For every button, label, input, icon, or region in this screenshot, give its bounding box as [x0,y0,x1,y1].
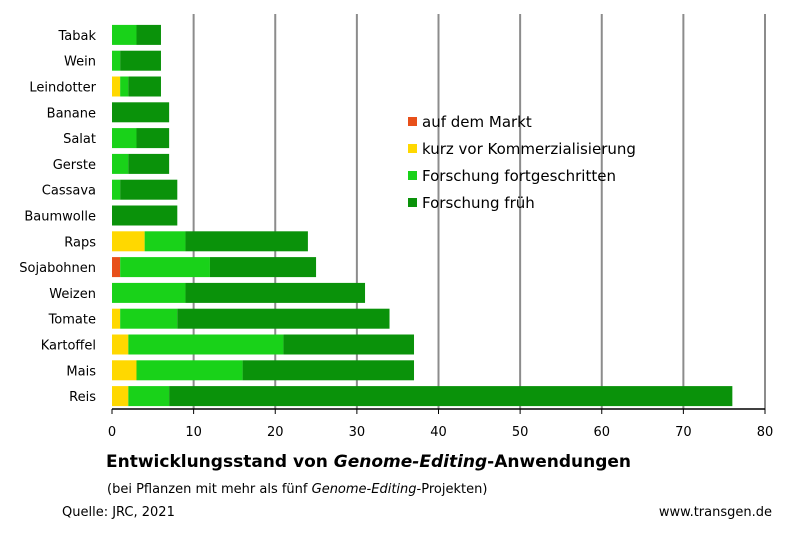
legend-swatch [408,144,417,153]
x-axis: 0 10 20 30 40 50 60 70 80 [108,408,774,440]
bar-segment [112,360,137,381]
x-tick-label: 10 [185,425,202,440]
bar-segment [169,386,733,407]
x-tick-label: 80 [757,425,774,440]
bar-segment [136,24,161,45]
bar-segment [112,102,170,123]
bar-segment [112,386,129,407]
chart-title: Entwicklungsstand von Genome-Editing-Anw… [106,452,631,472]
category-label: Salat [63,132,96,147]
subtitle-part: (bei Pflanzen mit mehr als fünf [107,482,312,497]
legend-label: kurz vor Kommerzialisierung [422,140,636,158]
bar-segment [112,334,129,355]
legend-label: Forschung fortgeschritten [422,167,616,185]
chart-subtitle: (bei Pflanzen mit mehr als fünf Genome-E… [107,482,487,497]
bar-segment [112,308,121,329]
category-label: Leindotter [29,81,96,96]
website-link: www.transgen.de [658,505,772,520]
category-label: Raps [64,235,96,250]
category-label: Reis [69,390,96,405]
bar-segment [112,153,129,174]
bar-segment [120,76,129,97]
category-label: Gerste [53,158,96,173]
x-tick-label: 70 [675,425,692,440]
subtitle-part: Genome-Editing [311,482,417,497]
bar-segment [112,257,121,278]
bar-segment [112,128,137,149]
category-label: Weizen [49,287,96,302]
category-labels: Tabak Wein Leindotter Banane Salat Gerste Cass… [19,29,96,405]
x-tick-label: 50 [512,425,529,440]
category-label: Tabak [57,29,96,44]
legend-swatch [408,117,417,126]
source-note: Quelle: JRC, 2021 [62,505,175,520]
bar-segment [120,179,178,200]
subtitle-part: -Projekten) [416,482,488,497]
bar-segment [177,308,390,329]
bar-segment [112,179,121,200]
x-tick-label: 40 [430,425,447,440]
bar-segment [283,334,415,355]
bar-segment [185,282,366,303]
bar-segment [120,308,178,329]
bar-segment [209,257,317,278]
category-label: Baumwolle [24,210,96,225]
x-tick-label: 0 [108,425,116,440]
bar-segment [112,76,121,97]
bars [112,24,733,407]
bar-segment [128,153,170,174]
x-tick-label: 60 [593,425,610,440]
x-tick-label: 20 [267,425,284,440]
category-label: Tomate [48,313,96,328]
bar-segment [112,282,186,303]
category-label: Cassava [42,184,96,199]
category-label: Mais [66,364,96,379]
legend-swatch [408,198,417,207]
category-label: Wein [64,55,96,70]
bar-segment [128,334,284,355]
bar-segment [112,205,178,226]
bar-segment [112,231,145,252]
title-part: Entwicklungsstand von [106,452,334,472]
category-label: Sojabohnen [19,261,96,276]
bar-segment [128,76,161,97]
bar-segment [120,257,210,278]
bar-segment [120,50,161,71]
bar-segment [185,231,308,252]
bar-segment [112,24,137,45]
category-label: Banane [47,106,96,121]
legend: auf dem Markt kurz vor Kommerzialisierung… [408,113,636,212]
legend-label: Forschung früh [422,194,535,212]
bar-segment [144,231,186,252]
grid-lines [192,14,766,409]
bar-segment [242,360,415,381]
title-part: -Anwendungen [487,452,631,472]
bar-segment [112,50,121,71]
title-part: Genome-Editing [333,452,488,472]
legend-swatch [408,171,417,180]
bar-segment [136,360,243,381]
bar-segment [128,386,170,407]
bar-segment [136,128,170,149]
category-label: Kartoffel [41,339,96,354]
x-tick-label: 30 [349,425,366,440]
legend-label: auf dem Markt [422,113,532,131]
